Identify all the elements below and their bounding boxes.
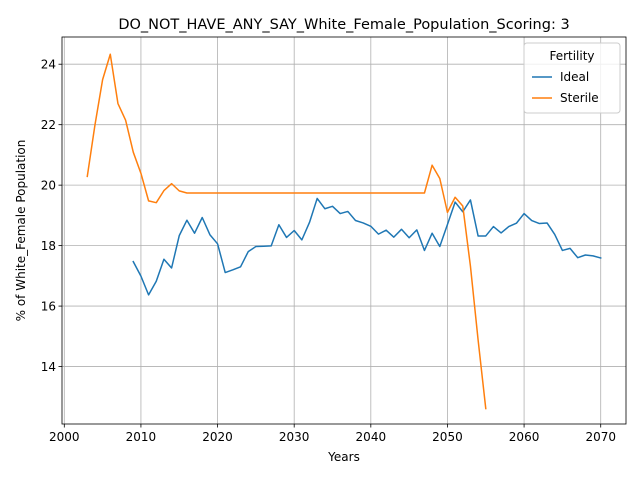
series-lines <box>86 53 602 410</box>
x-tick-label: 2040 <box>356 430 387 444</box>
x-tick-label: 2010 <box>126 430 157 444</box>
legend-label-ideal: Ideal <box>560 70 589 84</box>
x-tick-label: 2000 <box>49 430 80 444</box>
y-tick-label: 24 <box>41 58 56 72</box>
legend-title: Fertility <box>549 49 594 63</box>
series-line-ideal <box>132 197 602 296</box>
x-tick-label: 2050 <box>432 430 463 444</box>
x-tick-label: 2070 <box>585 430 616 444</box>
y-tick-label: 22 <box>41 118 56 132</box>
y-tick-label: 18 <box>41 239 56 253</box>
y-axis-label: % of White_Female Population <box>14 140 28 322</box>
x-tick-label: 2020 <box>202 430 233 444</box>
legend-label-sterile: Sterile <box>560 91 599 105</box>
plot-frame <box>61 36 627 425</box>
y-tick-label: 16 <box>41 300 56 314</box>
legend-box <box>523 42 621 114</box>
chart-title: DO_NOT_HAVE_ANY_SAY_White_Female_Populat… <box>118 17 569 33</box>
legend: Fertility Ideal Sterile <box>523 42 621 114</box>
series-line-sterile <box>86 53 487 410</box>
axis-ticks: 2000 2010 2020 2030 2040 2050 2060 2070 14 16 18 20… <box>41 58 616 444</box>
y-tick-label: 14 <box>41 360 56 374</box>
x-tick-label: 2030 <box>279 430 310 444</box>
x-tick-label: 2060 <box>509 430 540 444</box>
y-tick-label: 20 <box>41 179 56 193</box>
x-axis-label: Years <box>327 450 360 464</box>
